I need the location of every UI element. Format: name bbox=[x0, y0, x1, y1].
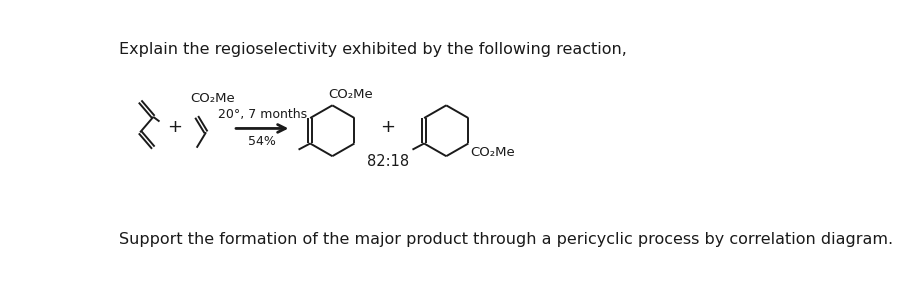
Text: CO₂Me: CO₂Me bbox=[470, 146, 515, 159]
Text: 20°, 7 months: 20°, 7 months bbox=[218, 108, 306, 121]
Text: CO₂Me: CO₂Me bbox=[191, 91, 235, 105]
Text: 54%: 54% bbox=[248, 135, 275, 148]
Text: Explain the regioselectivity exhibited by the following reaction,: Explain the regioselectivity exhibited b… bbox=[119, 42, 627, 57]
Text: +: + bbox=[380, 118, 396, 136]
Text: 82:18: 82:18 bbox=[367, 154, 409, 169]
Text: +: + bbox=[167, 118, 182, 136]
Text: Support the formation of the major product through a pericyclic process by corre: Support the formation of the major produ… bbox=[119, 232, 892, 247]
Text: CO₂Me: CO₂Me bbox=[328, 88, 373, 101]
